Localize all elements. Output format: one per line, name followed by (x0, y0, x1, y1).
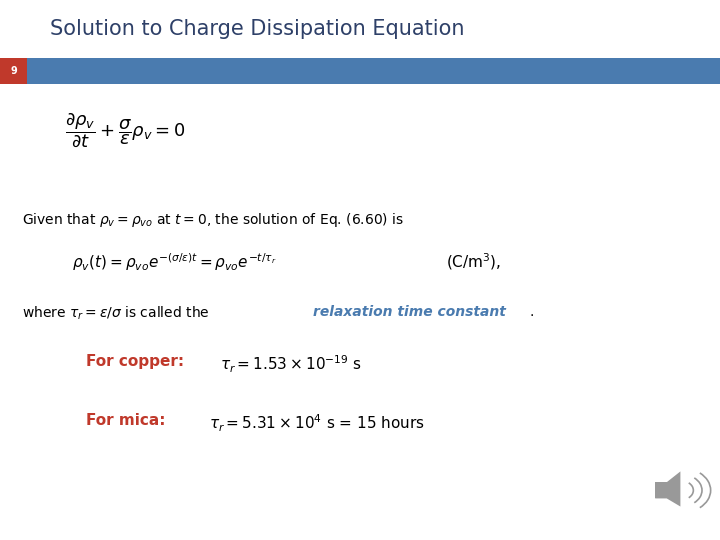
Text: $(\mathrm{C/m^3})$,: $(\mathrm{C/m^3})$, (446, 251, 502, 272)
Text: $\dfrac{\partial \rho_v}{\partial t} + \dfrac{\sigma}{\varepsilon}\rho_v = 0$: $\dfrac{\partial \rho_v}{\partial t} + \… (65, 111, 185, 148)
Polygon shape (655, 471, 680, 507)
Text: For copper:: For copper: (86, 354, 184, 369)
Text: Solution to Charge Dissipation Equation: Solution to Charge Dissipation Equation (50, 19, 465, 39)
Text: $\tau_r = 1.53 \times 10^{-19}$ s: $\tau_r = 1.53 \times 10^{-19}$ s (220, 354, 361, 375)
Text: For mica:: For mica: (86, 413, 166, 428)
Text: Given that $\rho_v = \rho_{vo}$ at $t = 0$, the solution of Eq. (6.60) is: Given that $\rho_v = \rho_{vo}$ at $t = … (22, 211, 404, 228)
Text: $\tau_r = 5.31 \times 10^{4}$ s = 15 hours: $\tau_r = 5.31 \times 10^{4}$ s = 15 hou… (209, 413, 425, 435)
Text: $\rho_v(t) = \rho_{vo}e^{-(\sigma/\varepsilon)t} = \rho_{vo}e^{-t/\tau_r}$: $\rho_v(t) = \rho_{vo}e^{-(\sigma/\varep… (72, 251, 276, 273)
Text: 9: 9 (10, 66, 17, 76)
FancyBboxPatch shape (655, 482, 667, 498)
Text: relaxation time constant: relaxation time constant (313, 305, 506, 319)
Bar (0, 58, 27, 84)
Bar (0, 58, 720, 84)
Text: .: . (529, 305, 534, 319)
Text: where $\tau_r = \varepsilon/\sigma$ is called the: where $\tau_r = \varepsilon/\sigma$ is c… (22, 305, 210, 322)
